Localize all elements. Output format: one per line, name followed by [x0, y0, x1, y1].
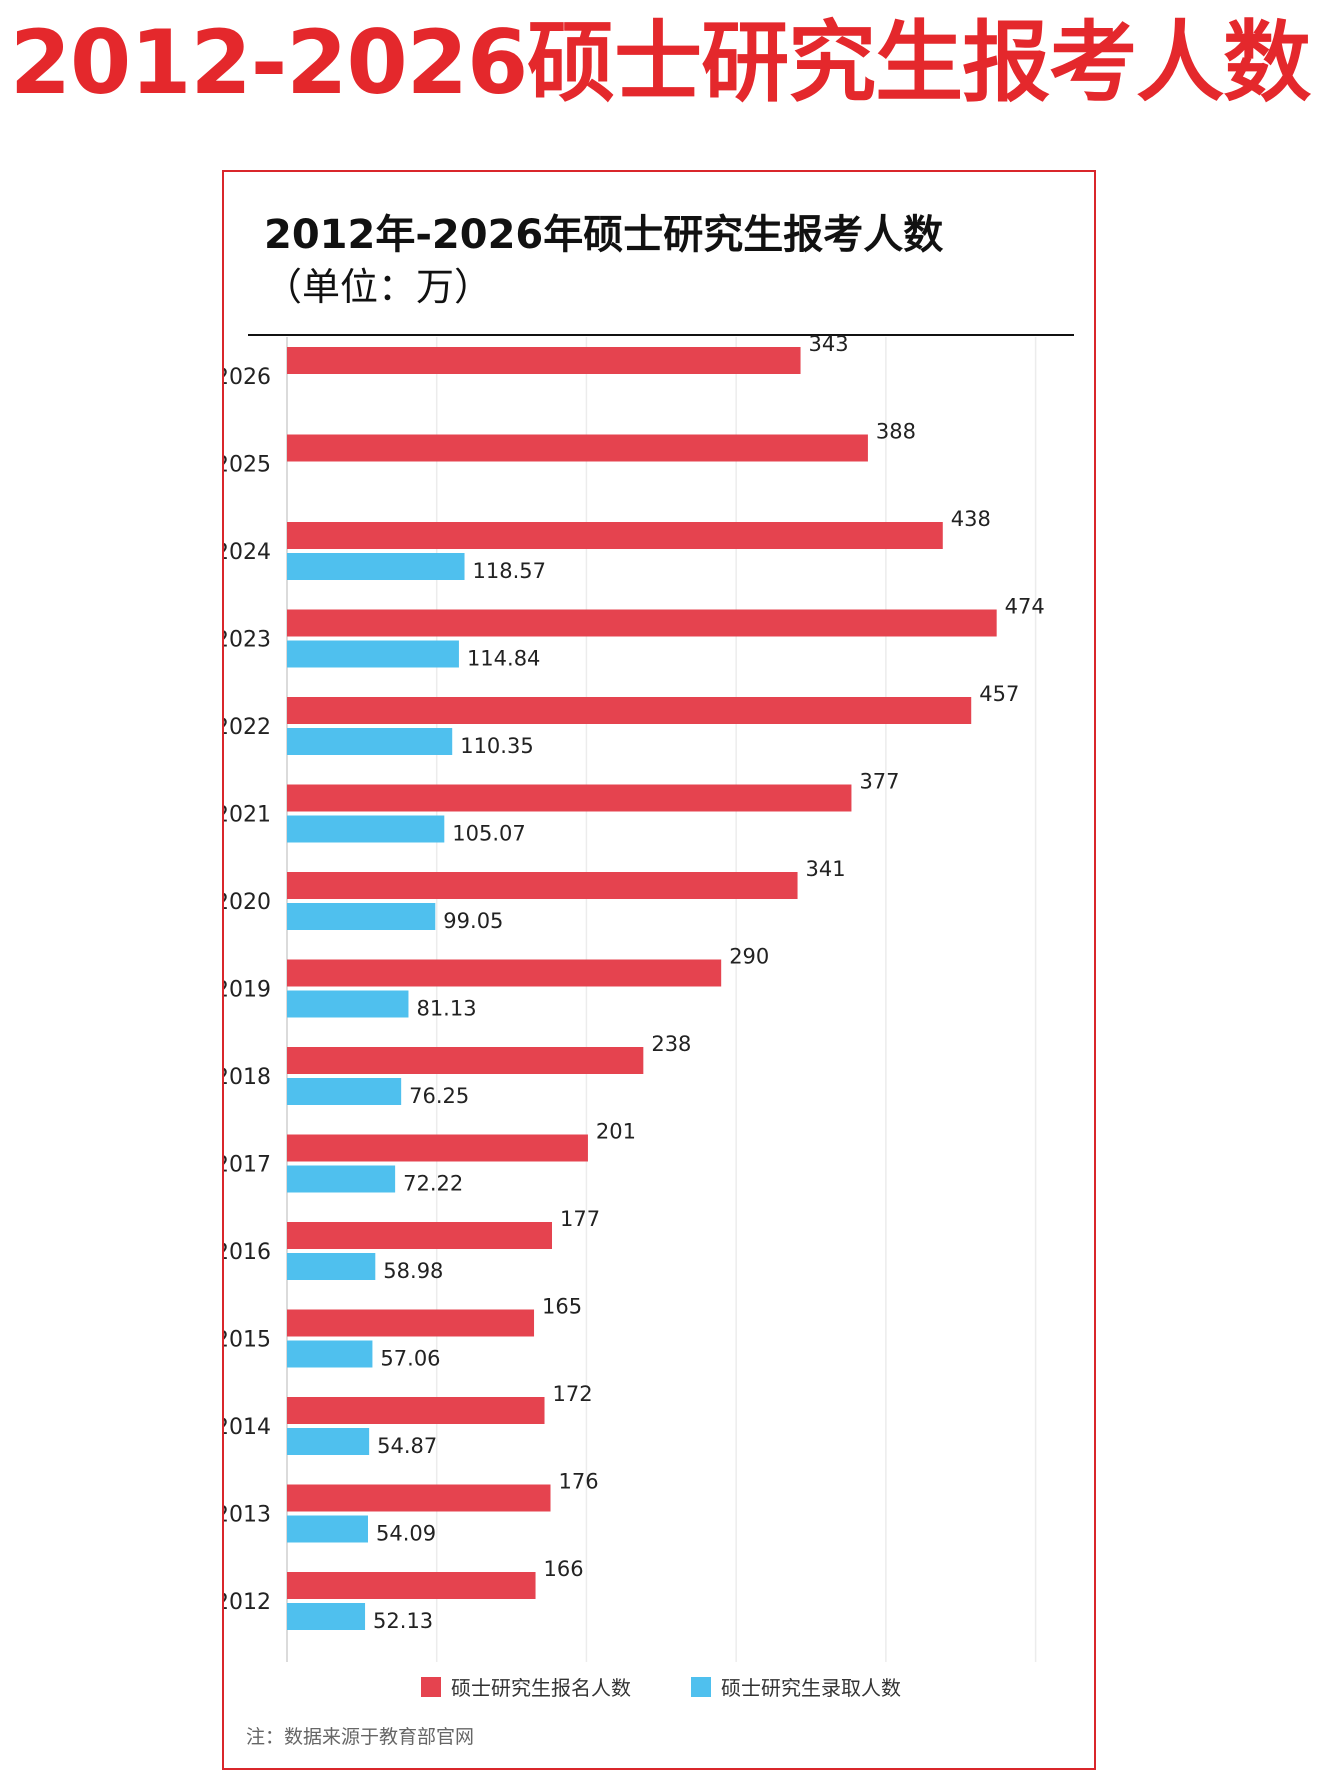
admitted-bar-2015	[287, 1340, 373, 1368]
applicants-bar-2023	[287, 609, 997, 637]
legend-swatch-applicants	[421, 1676, 441, 1697]
legend-label-admitted: 硕士研究生录取人数	[721, 1676, 901, 1700]
applicants-label-2026: 343	[809, 332, 849, 356]
admitted-bar-2022	[287, 728, 453, 755]
admitted-label-2015: 57.06	[380, 1347, 440, 1371]
applicants-label-2024: 438	[951, 507, 991, 531]
applicants-bar-2016	[287, 1222, 553, 1249]
admitted-bar-2014	[287, 1428, 370, 1455]
applicants-label-2023: 474	[1005, 595, 1045, 619]
admitted-bar-2012	[287, 1603, 366, 1630]
banner-title: 2012-2026硕士研究生报考人数	[9, 11, 1311, 114]
admitted-bar-2024	[287, 553, 465, 580]
year-label-2022: 2022	[224, 715, 271, 740]
admitted-bar-2020	[287, 903, 436, 930]
admitted-bar-2021	[287, 815, 445, 843]
admitted-bar-2017	[287, 1165, 396, 1193]
chart-subtitle: （单位：万）	[264, 265, 493, 309]
year-label-2026: 2026	[224, 365, 271, 390]
admitted-label-2022: 110.35	[460, 734, 533, 758]
admitted-bar-2019	[287, 990, 409, 1018]
title-divider	[248, 334, 1074, 336]
applicants-label-2013: 176	[559, 1470, 599, 1494]
applicants-bar-2014	[287, 1397, 545, 1424]
legend-item-applicants: 硕士研究生报名人数	[421, 1672, 631, 1701]
applicants-label-2016: 177	[560, 1207, 600, 1231]
admitted-label-2012: 52.13	[373, 1609, 433, 1633]
admitted-label-2017: 72.22	[403, 1172, 463, 1196]
year-label-2012: 2012	[224, 1590, 271, 1615]
year-label-2025: 2025	[224, 453, 271, 478]
applicants-label-2017: 201	[596, 1120, 636, 1144]
year-label-2024: 2024	[224, 540, 271, 565]
admitted-label-2013: 54.09	[376, 1522, 436, 1546]
applicants-label-2015: 165	[542, 1295, 582, 1319]
year-label-2021: 2021	[224, 803, 271, 828]
admitted-label-2021: 105.07	[452, 822, 525, 846]
year-label-2018: 2018	[224, 1065, 271, 1090]
applicants-bar-2021	[287, 784, 852, 812]
year-label-2020: 2020	[224, 890, 271, 915]
applicants-label-2018: 238	[651, 1032, 691, 1056]
year-label-2015: 2015	[224, 1328, 271, 1353]
admitted-label-2018: 76.25	[409, 1084, 469, 1108]
applicants-bar-2026	[287, 347, 801, 374]
chart-card: 2012年-2026年硕士研究生报考人数 （单位：万） 2026 343 2025 3…	[222, 170, 1096, 1770]
admitted-label-2014: 54.87	[377, 1434, 437, 1458]
applicants-bar-2019	[287, 959, 722, 987]
legend-item-admitted: 硕士研究生录取人数	[691, 1672, 901, 1701]
admitted-label-2020: 99.05	[443, 909, 503, 933]
applicants-label-2025: 388	[876, 420, 916, 444]
year-label-2019: 2019	[224, 978, 271, 1003]
applicants-label-2012: 166	[544, 1557, 584, 1581]
admitted-bar-2018	[287, 1078, 402, 1105]
year-label-2014: 2014	[224, 1415, 271, 1440]
applicants-label-2022: 457	[979, 682, 1019, 706]
legend-label-applicants: 硕士研究生报名人数	[451, 1676, 631, 1700]
admitted-label-2023: 114.84	[467, 647, 540, 671]
applicants-label-2021: 377	[859, 770, 899, 794]
admitted-bar-2016	[287, 1253, 376, 1280]
applicants-bar-2017	[287, 1134, 588, 1162]
year-label-2023: 2023	[224, 628, 271, 653]
admitted-label-2016: 58.98	[383, 1259, 443, 1283]
admitted-bar-2013	[287, 1515, 368, 1543]
applicants-label-2014: 172	[553, 1382, 593, 1406]
applicants-bar-2024	[287, 522, 943, 549]
applicants-label-2020: 341	[806, 857, 846, 881]
chart-title: 2012年-2026年硕士研究生报考人数	[264, 212, 944, 258]
year-label-2013: 2013	[224, 1503, 271, 1528]
admitted-label-2019: 81.13	[416, 997, 476, 1021]
applicants-bar-2020	[287, 872, 798, 899]
applicants-bar-2022	[287, 697, 972, 724]
admitted-label-2024: 118.57	[473, 559, 546, 583]
applicants-bar-2012	[287, 1572, 536, 1599]
bar-chart: 2026 343 2025 388 2024 438 118.57 2023 474 114.84…	[224, 332, 1045, 1662]
applicants-bar-2018	[287, 1047, 644, 1074]
admitted-bar-2023	[287, 640, 459, 668]
source-note: 注：数据来源于教育部官网	[246, 1726, 475, 1748]
legend: 硕士研究生报名人数 硕士研究生录取人数	[224, 1672, 1098, 1701]
legend-swatch-admitted	[691, 1676, 711, 1697]
applicants-bar-2013	[287, 1484, 551, 1512]
applicants-bar-2015	[287, 1309, 535, 1337]
applicants-label-2019: 290	[729, 945, 769, 969]
applicants-bar-2025	[287, 434, 868, 462]
